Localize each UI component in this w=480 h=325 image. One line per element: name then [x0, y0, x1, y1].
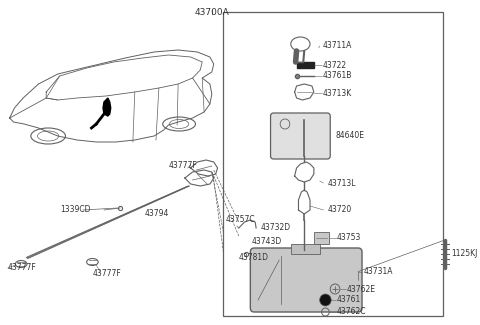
Text: 43753: 43753 [337, 233, 361, 242]
Text: 43762C: 43762C [337, 307, 367, 317]
Text: 43794: 43794 [144, 209, 169, 217]
Text: 43777F: 43777F [8, 264, 36, 272]
Text: 43713L: 43713L [327, 178, 356, 188]
Text: 43777F: 43777F [93, 269, 121, 279]
FancyBboxPatch shape [271, 113, 330, 159]
Text: 43761B: 43761B [323, 72, 352, 81]
Bar [314, 232, 329, 244]
Text: 43731A: 43731A [364, 267, 394, 277]
Text: 43761: 43761 [337, 295, 361, 305]
Text: 43732D: 43732D [261, 224, 291, 232]
Text: 43757C: 43757C [225, 215, 255, 225]
Circle shape [320, 294, 331, 306]
Text: 43713K: 43713K [323, 88, 352, 98]
Text: 1125KJ: 1125KJ [452, 250, 478, 258]
Text: 43743D: 43743D [252, 238, 282, 246]
Text: 43781D: 43781D [239, 254, 269, 263]
Text: 43777F: 43777F [168, 161, 197, 170]
Text: 43762E: 43762E [347, 284, 376, 293]
Bar [297, 62, 314, 68]
FancyBboxPatch shape [251, 248, 362, 312]
Polygon shape [103, 98, 111, 116]
Text: 43720: 43720 [327, 205, 352, 214]
Bar [223, 12, 443, 316]
Bar [291, 244, 320, 254]
Text: 43722: 43722 [323, 60, 347, 70]
Text: 43700A: 43700A [194, 8, 229, 17]
Text: 43711A: 43711A [323, 42, 352, 50]
Text: 1339CD: 1339CD [60, 205, 91, 214]
Text: 84640E: 84640E [335, 132, 364, 140]
